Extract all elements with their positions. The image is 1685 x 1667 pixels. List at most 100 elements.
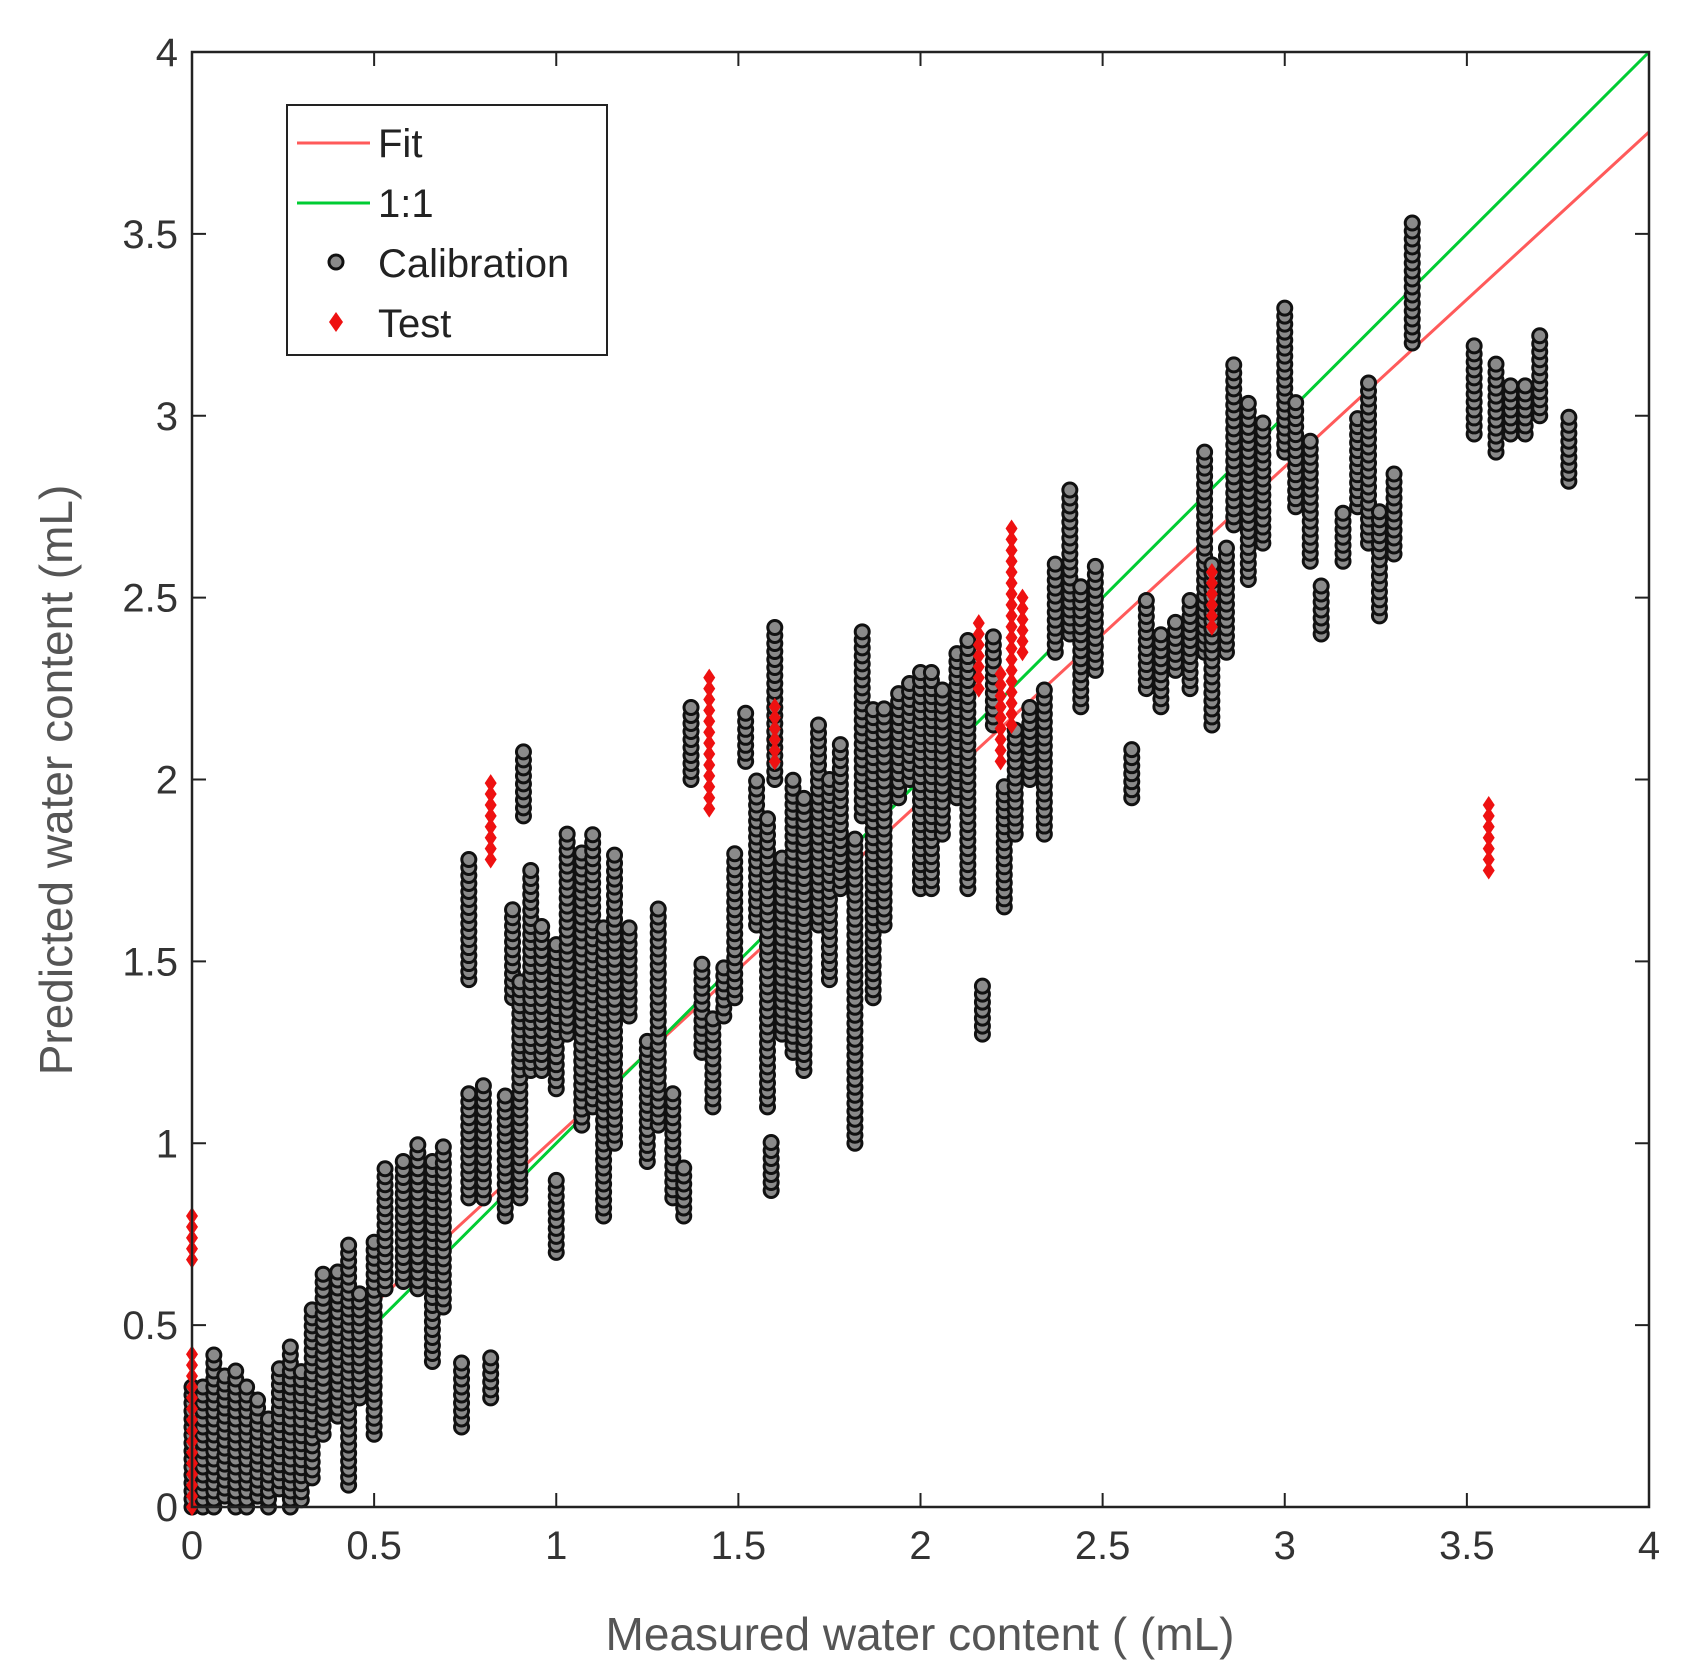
calibration-point [238,1378,256,1396]
test-point [703,788,716,807]
y-tick-label: 0.5 [122,1304,178,1348]
test-point [484,850,497,869]
test-point [703,701,716,720]
test-point [1005,639,1018,658]
calibration-point [1465,337,1483,355]
test-point [1205,617,1218,636]
calibration-point [1502,377,1520,395]
calibration-point [675,1159,693,1177]
test-point [768,697,781,716]
test-point [1205,563,1218,582]
legend: Fit 1:1 Calibration Test [286,104,608,356]
legend-box [286,104,608,356]
test-point [1005,715,1018,734]
test-point [994,686,1007,705]
calibration-point [810,716,828,734]
test-point [768,730,781,749]
calibration-point [875,700,893,718]
test-point [972,657,985,676]
calibration-point [766,618,784,636]
test-point [703,734,716,753]
plot-frame [190,50,1651,1509]
test-point [484,774,497,793]
calibration-point [533,917,551,935]
test-point [768,719,781,738]
calibration-point [795,789,813,807]
calibration-point [1137,592,1155,610]
test-point [703,777,716,796]
test-point [1016,610,1029,629]
test-point [994,741,1007,760]
test-point [1482,806,1495,825]
test-point [1005,628,1018,647]
test-point [1005,606,1018,625]
test-point [768,741,781,760]
y-tick-label: 4 [156,31,178,75]
test-point [994,752,1007,771]
calibration-point [1046,555,1064,573]
y-tick-label: 2 [156,759,178,803]
y-tick-label: 2.5 [122,577,178,621]
calibration-point [737,704,755,722]
test-point [1205,584,1218,603]
x-tick-label: 3 [1274,1524,1296,1568]
calibration-point [376,1160,394,1178]
test-point [994,665,1007,684]
calibration-point [1301,432,1319,450]
calibration-point [1385,465,1403,483]
test-point [1205,606,1218,625]
test-point [484,785,497,804]
test-point [703,799,716,818]
calibration-point [1487,355,1505,373]
test-point [972,625,985,643]
legend-test-marker [329,312,343,332]
calibration-point [748,772,766,790]
calibration-point [249,1391,267,1409]
test-point [994,730,1007,749]
calibration-point [482,1349,500,1367]
calibration-point [922,664,940,682]
test-point [1005,519,1018,538]
calibration-point [1123,741,1141,759]
test-point [972,635,985,654]
calibration-point [606,846,624,864]
test-point [994,719,1007,738]
calibration-point [1035,681,1053,699]
calibration-point [496,1087,514,1105]
reference-lines [318,50,1651,1381]
test-point [1482,828,1495,847]
calibration-point [547,1171,565,1189]
test-point [994,675,1007,694]
calibration-point [394,1152,412,1170]
test-point [484,806,497,825]
calibration-point [933,681,951,699]
x-tick-labels: 0 0.5 1 1.5 2 2.5 3 3.5 4 [181,1524,1660,1568]
test-point [768,708,781,727]
calibration-point [558,825,576,843]
calibration-point [984,628,1002,646]
calibration-point [1516,377,1534,395]
calibration-point [1086,557,1104,575]
test-point [994,697,1007,716]
legend-fit-label: Fit [378,122,422,166]
calibration-point [514,743,532,761]
calibration-point [1360,374,1378,392]
test-point [703,745,716,764]
test-point [1005,672,1018,691]
test-point [1005,574,1018,593]
y-tick-label: 3.5 [122,213,178,257]
calibration-point [340,1236,358,1254]
test-point [484,795,497,814]
test-point [994,708,1007,727]
test-point [1005,661,1018,680]
x-tick-label: 2.5 [1075,1524,1131,1568]
test-point [1482,850,1495,869]
test-point [1016,588,1029,607]
y-tick-label: 1.5 [122,940,178,984]
test-point [703,723,716,742]
calibration-point [351,1285,369,1303]
test-point [1016,643,1029,662]
calibration-point [1021,698,1039,716]
x-tick-label: 1.5 [711,1524,767,1568]
calibration-point [1181,592,1199,610]
